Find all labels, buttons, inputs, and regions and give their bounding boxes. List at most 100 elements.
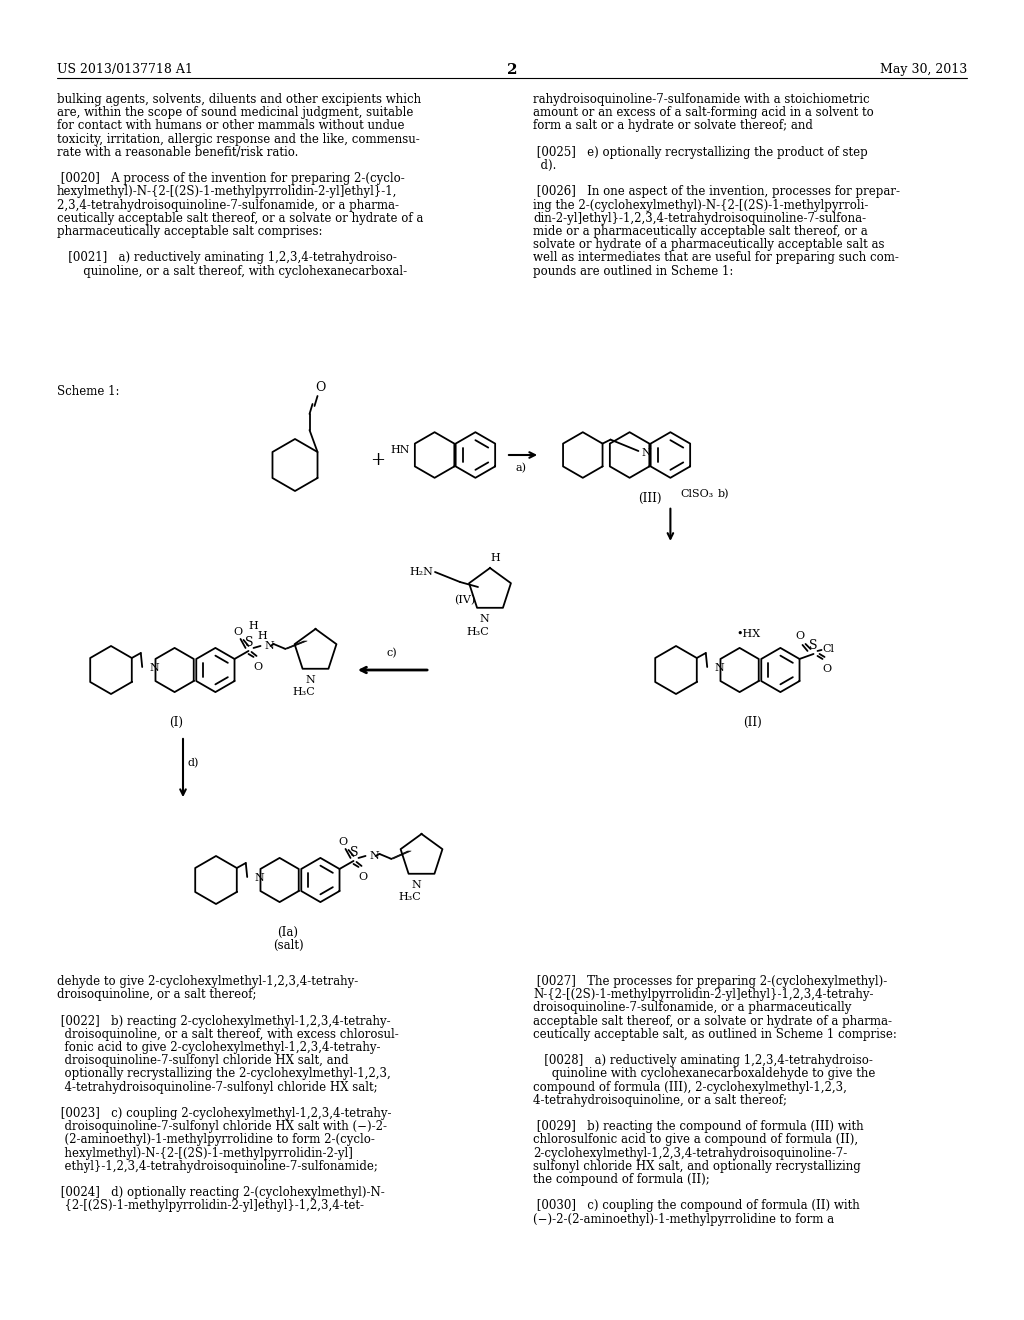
Text: N: N (641, 447, 651, 458)
Text: ceutically acceptable salt, as outlined in Scheme 1 comprise:: ceutically acceptable salt, as outlined … (534, 1028, 897, 1040)
Text: [0025]   e) optionally recrystallizing the product of step: [0025] e) optionally recrystallizing the… (534, 145, 867, 158)
Text: •HX: •HX (736, 628, 760, 639)
Text: d): d) (188, 758, 200, 768)
Text: H: H (249, 620, 258, 631)
Text: N: N (254, 873, 264, 883)
Text: N: N (715, 663, 724, 673)
Text: d).: d). (534, 158, 556, 172)
Text: compound of formula (III), 2-cyclohexylmethyl-1,2,3,: compound of formula (III), 2-cyclohexylm… (534, 1081, 847, 1093)
Text: for contact with humans or other mammals without undue: for contact with humans or other mammals… (57, 119, 404, 132)
Text: droisoquinoline-7-sulfonamide, or a pharmaceutically: droisoquinoline-7-sulfonamide, or a phar… (534, 1002, 851, 1014)
Text: O: O (315, 381, 326, 393)
Text: form a salt or a hydrate or solvate thereof; and: form a salt or a hydrate or solvate ther… (534, 119, 813, 132)
Text: [0020]   A process of the invention for preparing 2-(cyclo-: [0020] A process of the invention for pr… (57, 172, 404, 185)
Text: H: H (258, 631, 267, 642)
Text: (I): (I) (169, 715, 183, 729)
Text: din-2-yl]ethyl}-1,2,3,4-tetrahydroisoquinoline-7-sulfona-: din-2-yl]ethyl}-1,2,3,4-tetrahydroisoqui… (534, 211, 866, 224)
Text: 2-cyclohexylmethyl-1,2,3,4-tetrahydroisoquinoline-7-: 2-cyclohexylmethyl-1,2,3,4-tetrahydroiso… (534, 1147, 847, 1159)
Text: [0028]   a) reductively aminating 1,2,3,4-tetrahydroiso-: [0028] a) reductively aminating 1,2,3,4-… (534, 1055, 872, 1067)
Text: O: O (253, 661, 262, 672)
Text: N: N (370, 851, 379, 861)
Text: quinoline with cyclohexanecarboxaldehyde to give the: quinoline with cyclohexanecarboxaldehyde… (534, 1068, 876, 1080)
Text: c): c) (387, 648, 397, 657)
Text: rate with a reasonable benefit/risk ratio.: rate with a reasonable benefit/risk rati… (57, 145, 298, 158)
Text: H₃C: H₃C (467, 627, 489, 638)
Text: quinoline, or a salt thereof, with cyclohexanecarboxal-: quinoline, or a salt thereof, with cyclo… (57, 264, 408, 277)
Text: N-{2-[(2S)-1-methylpyrrolidin-2-yl]ethyl}-1,2,3,4-tetrahy-: N-{2-[(2S)-1-methylpyrrolidin-2-yl]ethyl… (534, 989, 873, 1001)
Text: the compound of formula (II);: the compound of formula (II); (534, 1173, 710, 1185)
Text: bulking agents, solvents, diluents and other excipients which: bulking agents, solvents, diluents and o… (57, 92, 421, 106)
Text: O: O (795, 631, 804, 642)
Text: amount or an excess of a salt-forming acid in a solvent to: amount or an excess of a salt-forming ac… (534, 106, 873, 119)
Text: May 30, 2013: May 30, 2013 (880, 63, 967, 77)
Text: dehyde to give 2-cyclohexylmethyl-1,2,3,4-tetrahy-: dehyde to give 2-cyclohexylmethyl-1,2,3,… (57, 975, 358, 987)
Text: ethyl}-1,2,3,4-tetrahydroisoquinoline-7-sulfonamide;: ethyl}-1,2,3,4-tetrahydroisoquinoline-7-… (57, 1160, 378, 1172)
Text: hexylmethyl)-N-{2-[(2S)-1-methylpyrrolidin-2-yl]: hexylmethyl)-N-{2-[(2S)-1-methylpyrrolid… (57, 1147, 353, 1159)
Text: 4-tetrahydroisoquinoline, or a salt thereof;: 4-tetrahydroisoquinoline, or a salt ther… (534, 1094, 787, 1106)
Text: (Ia): (Ia) (278, 927, 299, 939)
Text: pharmaceutically acceptable salt comprises:: pharmaceutically acceptable salt compris… (57, 224, 323, 238)
Text: ClSO₃: ClSO₃ (680, 488, 714, 499)
Text: well as intermediates that are useful for preparing such com-: well as intermediates that are useful fo… (534, 251, 899, 264)
Text: (2-aminoethyl)-1-methylpyrrolidine to form 2-(cyclo-: (2-aminoethyl)-1-methylpyrrolidine to fo… (57, 1134, 375, 1146)
Text: O: O (338, 837, 347, 847)
Text: [0027]   The processes for preparing 2-(cyclohexylmethyl)-: [0027] The processes for preparing 2-(cy… (534, 975, 887, 987)
Text: S: S (809, 639, 818, 652)
Text: droisoquinoline, or a salt thereof;: droisoquinoline, or a salt thereof; (57, 989, 256, 1001)
Text: N: N (479, 614, 488, 624)
Text: [0026]   In one aspect of the invention, processes for prepar-: [0026] In one aspect of the invention, p… (534, 185, 900, 198)
Text: (−)-2-(2-aminoethyl)-1-methylpyrrolidine to form a: (−)-2-(2-aminoethyl)-1-methylpyrrolidine… (534, 1213, 835, 1225)
Text: Scheme 1:: Scheme 1: (57, 385, 120, 399)
Text: 4-tetrahydroisoquinoline-7-sulfonyl chloride HX salt;: 4-tetrahydroisoquinoline-7-sulfonyl chlo… (57, 1081, 378, 1093)
Text: [0030]   c) coupling the compound of formula (II) with: [0030] c) coupling the compound of formu… (534, 1200, 860, 1212)
Text: 2: 2 (507, 63, 517, 77)
Text: S: S (350, 846, 358, 859)
Text: droisoquinoline-7-sulfonyl chloride HX salt, and: droisoquinoline-7-sulfonyl chloride HX s… (57, 1055, 348, 1067)
Text: pounds are outlined in Scheme 1:: pounds are outlined in Scheme 1: (534, 264, 733, 277)
Text: O: O (232, 627, 242, 638)
Text: ceutically acceptable salt thereof, or a solvate or hydrate of a: ceutically acceptable salt thereof, or a… (57, 211, 423, 224)
Text: fonic acid to give 2-cyclohexylmethyl-1,2,3,4-tetrahy-: fonic acid to give 2-cyclohexylmethyl-1,… (57, 1041, 381, 1053)
Text: H₃C: H₃C (292, 686, 315, 697)
Text: a): a) (515, 463, 526, 474)
Text: N: N (412, 880, 422, 890)
Text: H: H (490, 553, 500, 564)
Text: HN: HN (390, 445, 410, 455)
Text: rahydroisoquinoline-7-sulfonamide with a stoichiometric: rahydroisoquinoline-7-sulfonamide with a… (534, 92, 869, 106)
Text: droisoquinoline-7-sulfonyl chloride HX salt with (−)-2-: droisoquinoline-7-sulfonyl chloride HX s… (57, 1121, 387, 1133)
Text: (II): (II) (743, 715, 762, 729)
Text: N: N (150, 663, 159, 673)
Text: (salt): (salt) (272, 939, 303, 952)
Text: (IV): (IV) (455, 595, 475, 606)
Text: [0024]   d) optionally reacting 2-(cyclohexylmethyl)-N-: [0024] d) optionally reacting 2-(cyclohe… (57, 1187, 385, 1199)
Text: H₂N: H₂N (410, 568, 433, 577)
Text: S: S (246, 636, 254, 649)
Text: droisoquinoline, or a salt thereof, with excess chlorosul-: droisoquinoline, or a salt thereof, with… (57, 1028, 398, 1040)
Text: [0021]   a) reductively aminating 1,2,3,4-tetrahydroiso-: [0021] a) reductively aminating 1,2,3,4-… (57, 251, 397, 264)
Text: Cl: Cl (822, 644, 835, 653)
Text: {2-[(2S)-1-methylpyrrolidin-2-yl]ethyl}-1,2,3,4-tet-: {2-[(2S)-1-methylpyrrolidin-2-yl]ethyl}-… (57, 1200, 364, 1212)
Text: sulfonyl chloride HX salt, and optionally recrystallizing: sulfonyl chloride HX salt, and optionall… (534, 1160, 861, 1172)
Text: mide or a pharmaceutically acceptable salt thereof, or a: mide or a pharmaceutically acceptable sa… (534, 224, 867, 238)
Text: ing the 2-(cyclohexylmethyl)-N-{2-[(2S)-1-methylpyrroli-: ing the 2-(cyclohexylmethyl)-N-{2-[(2S)-… (534, 198, 868, 211)
Text: [0023]   c) coupling 2-cyclohexylmethyl-1,2,3,4-tetrahy-: [0023] c) coupling 2-cyclohexylmethyl-1,… (57, 1107, 391, 1119)
Text: (III): (III) (638, 492, 662, 506)
Text: N: N (264, 642, 274, 651)
Text: US 2013/0137718 A1: US 2013/0137718 A1 (57, 63, 193, 77)
Text: hexylmethyl)-N-{2-[(2S)-1-methylpyrrolidin-2-yl]ethyl}-1,: hexylmethyl)-N-{2-[(2S)-1-methylpyrrolid… (57, 185, 397, 198)
Text: H₃C: H₃C (398, 892, 421, 902)
Text: acceptable salt thereof, or a solvate or hydrate of a pharma-: acceptable salt thereof, or a solvate or… (534, 1015, 892, 1027)
Text: 2,3,4-tetrahydroisoquinoline-7-sulfonamide, or a pharma-: 2,3,4-tetrahydroisoquinoline-7-sulfonami… (57, 198, 399, 211)
Text: N: N (305, 675, 315, 685)
Text: toxicity, irritation, allergic response and the like, commensu-: toxicity, irritation, allergic response … (57, 132, 420, 145)
Text: [0022]   b) reacting 2-cyclohexylmethyl-1,2,3,4-tetrahy-: [0022] b) reacting 2-cyclohexylmethyl-1,… (57, 1015, 390, 1027)
Text: optionally recrystallizing the 2-cyclohexylmethyl-1,2,3,: optionally recrystallizing the 2-cyclohe… (57, 1068, 391, 1080)
Text: O: O (358, 873, 367, 882)
Text: b): b) (718, 488, 729, 499)
Text: chlorosulfonic acid to give a compound of formula (II),: chlorosulfonic acid to give a compound o… (534, 1134, 858, 1146)
Text: are, within the scope of sound medicinal judgment, suitable: are, within the scope of sound medicinal… (57, 106, 414, 119)
Text: [0029]   b) reacting the compound of formula (III) with: [0029] b) reacting the compound of formu… (534, 1121, 863, 1133)
Text: O: O (822, 664, 831, 675)
Text: +: + (371, 451, 385, 469)
Text: solvate or hydrate of a pharmaceutically acceptable salt as: solvate or hydrate of a pharmaceutically… (534, 238, 885, 251)
